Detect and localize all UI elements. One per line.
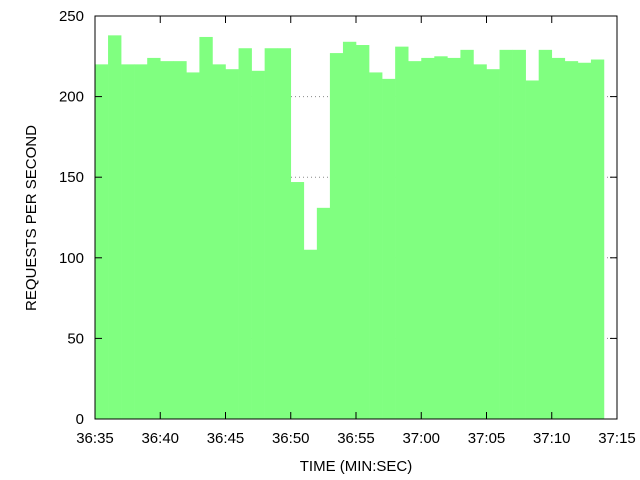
bar [186,72,200,420]
bar [434,56,448,420]
bar [577,62,592,420]
bar [277,48,292,420]
bar [264,48,278,420]
x-axis-title: TIME (MIN:SEC) [300,458,413,475]
bar [238,48,252,420]
bar [395,46,409,420]
bar [303,249,318,419]
bar [486,69,500,420]
x-tick-label: 37:00 [402,430,440,447]
y-tick-label: 150 [59,169,84,186]
bar [108,35,122,420]
bar [160,61,174,420]
x-tick-label: 36:50 [272,430,310,447]
bar [356,45,370,420]
bar [551,57,566,420]
bar [147,57,161,420]
bar [342,41,357,420]
y-tick-label: 0 [76,411,84,428]
bar [447,57,461,420]
x-tick-label: 36:40 [141,430,179,447]
bar [251,70,265,420]
bar [499,49,513,420]
bars [95,35,605,420]
bar [95,64,109,420]
bar [121,64,135,420]
bar [538,49,553,420]
bar [382,78,396,420]
bar [460,49,474,420]
bar [473,64,487,420]
bar [134,64,148,420]
bar [525,80,539,419]
bar [421,57,435,420]
x-tick-label: 36:45 [207,430,245,447]
bar [290,182,305,419]
y-axis-title: REQUESTS PER SECOND [23,125,40,311]
x-tick-label: 37:10 [533,430,571,447]
y-tick-label: 250 [59,8,84,25]
bar [369,72,383,420]
x-tick-label: 37:05 [468,430,506,447]
bar [564,61,579,420]
y-tick-label: 200 [59,89,84,106]
bar [329,53,344,420]
bar [225,69,239,420]
bar [408,61,422,420]
y-tick-label: 50 [67,330,84,347]
bar [590,59,605,420]
bar [212,64,226,420]
y-tick-label: 100 [59,250,84,267]
x-tick-labels: 36:35 36:40 36:45 36:50 36:55 37:00 37:05 37:10… [76,430,636,447]
bar [173,61,187,420]
y-tick-labels: 0 50 100 150 200 250 [59,8,84,428]
x-tick-label: 37:15 [598,430,636,447]
bar [316,207,331,419]
ticks [94,15,618,420]
bar [199,36,213,420]
x-tick-label: 36:35 [76,430,114,447]
bar [512,49,526,420]
x-tick-label: 36:55 [337,430,375,447]
